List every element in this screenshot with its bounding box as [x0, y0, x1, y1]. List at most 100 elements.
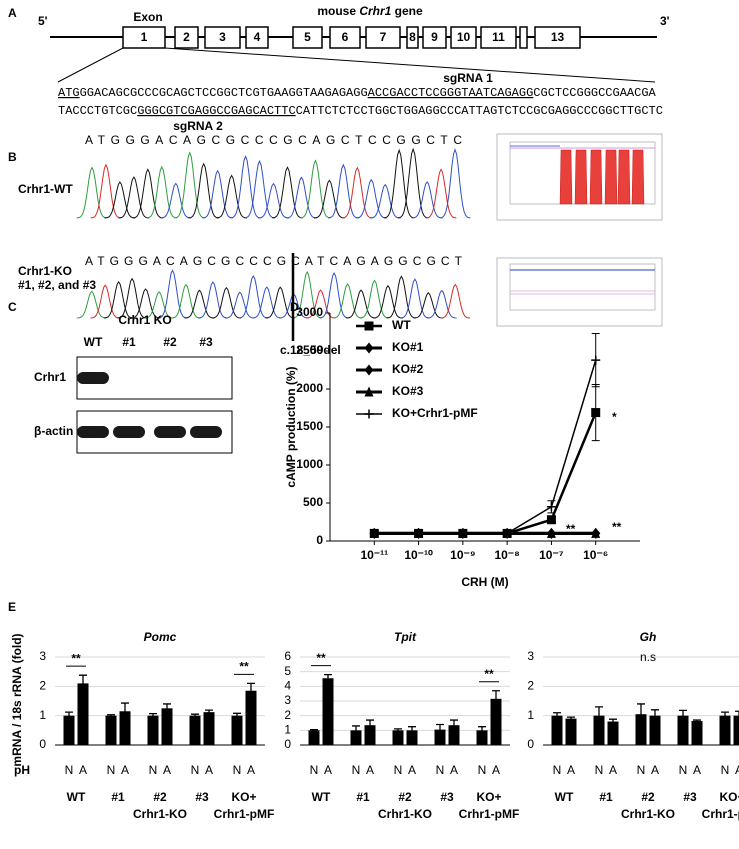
series-label: N — [107, 763, 116, 777]
legend-label: WT — [392, 318, 411, 332]
chromatogram-peak — [258, 182, 289, 219]
chromatogram-peak — [174, 151, 206, 219]
tmhmm-helix — [559, 149, 573, 205]
bar — [719, 715, 731, 745]
lane-label: #3 — [199, 335, 213, 349]
exon — [422, 26, 447, 49]
bar — [551, 715, 563, 745]
panel-label: A — [8, 6, 17, 20]
error-bar — [121, 702, 129, 721]
x-tick-label: #3 — [683, 790, 697, 804]
chromatogram-peak — [439, 148, 471, 219]
exon-number: 2 — [183, 30, 190, 44]
x-tick-label: #1 — [356, 790, 370, 804]
panel-label: E — [8, 600, 16, 614]
exon — [450, 26, 477, 49]
error-bar — [735, 710, 739, 721]
exon — [480, 26, 517, 49]
zoom-line — [57, 47, 124, 83]
error-bar — [721, 711, 729, 720]
x-tick-label: WT — [312, 790, 331, 804]
x-tick-label: 10⁻⁷ — [539, 548, 564, 562]
x-tick-label: #1 — [111, 790, 125, 804]
sequence-part: ACCGACCTCCGGGTAATCAGAGG — [368, 86, 534, 100]
bar — [119, 711, 131, 745]
y-tick-label: 3000 — [296, 305, 323, 319]
significance: ** — [484, 667, 494, 681]
sequence: TACCCTGTCGCGGGCGTCGAGGCCGAGCACTTCCATTCTC… — [58, 104, 663, 118]
error-bar — [233, 712, 241, 719]
y-tick-label: 1 — [39, 708, 46, 722]
error-bar — [107, 714, 115, 718]
chromatogram-peak — [76, 290, 107, 319]
chromatogram-peak — [103, 280, 134, 319]
series-label: A — [735, 763, 739, 777]
y-tick-label: 500 — [303, 495, 323, 509]
chromatogram-peak — [341, 166, 373, 219]
marker — [546, 502, 556, 512]
marker — [591, 527, 601, 538]
bar — [448, 725, 460, 745]
exon — [245, 26, 269, 49]
bar — [77, 683, 89, 745]
y-tick-label: 5 — [284, 664, 291, 678]
error-bar — [247, 682, 255, 699]
series-label: A — [609, 763, 617, 777]
x-axis-title: CRH (M) — [461, 575, 508, 589]
bar — [490, 698, 502, 745]
exon-number: 1 — [141, 30, 148, 44]
chromatogram-peak — [146, 165, 178, 219]
gene-title-part: gene — [391, 4, 423, 18]
chromatogram-peak — [397, 147, 429, 219]
series-label: A — [567, 763, 575, 777]
sgrna-label: sgRNA 2 — [173, 119, 223, 133]
chromatogram-peak — [160, 182, 192, 219]
x-tick-label: KO+ — [476, 790, 501, 804]
exon-number: 4 — [254, 30, 261, 44]
y-tick-label: 3 — [284, 693, 291, 707]
gene-title-part: mouse — [317, 4, 359, 18]
legend-label: KO#2 — [392, 362, 424, 376]
chromatogram-peak — [202, 169, 234, 219]
lane-label: #2 — [163, 335, 177, 349]
bar — [63, 715, 75, 745]
chromatogram-peak — [327, 163, 359, 219]
chromatogram-peak — [292, 270, 323, 319]
error-bar — [567, 716, 575, 721]
chromatogram-peak — [425, 168, 457, 219]
error-bar — [408, 726, 416, 735]
bar — [677, 715, 689, 745]
error-bar — [310, 728, 318, 732]
blot-band — [77, 426, 109, 438]
group-label: Crhr1-pMF — [702, 807, 739, 821]
exon-number: 11 — [492, 30, 505, 44]
chromatogram-peak — [132, 168, 164, 219]
gene-title-part: Crhr1 — [359, 4, 391, 18]
chromatogram-peak — [184, 289, 215, 319]
group-label: Crhr1-KO — [378, 807, 432, 821]
chromatogram-peak — [386, 275, 417, 319]
blot-band — [113, 426, 145, 438]
bar — [350, 730, 362, 745]
deletion-label: c.18_59del — [280, 343, 341, 357]
tmhmm-helix — [631, 149, 645, 205]
group-label: Crhr1-pMF — [214, 807, 275, 821]
error-bar — [436, 723, 444, 736]
y-tick-label: 4 — [284, 679, 291, 693]
chromatogram-peak — [188, 162, 220, 219]
bar — [231, 715, 243, 745]
x-tick-label: #2 — [153, 790, 167, 804]
error-bar — [394, 728, 402, 733]
x-tick-label: #3 — [195, 790, 209, 804]
series-label: A — [693, 763, 701, 777]
base-calls: ATGGGACAGCGCCCGCATCAGAGGCGCT — [85, 254, 463, 268]
marker — [591, 408, 601, 418]
error-bar — [324, 673, 332, 683]
error-bar — [163, 703, 171, 714]
panel-label: B — [8, 150, 17, 164]
y-tick-label: 0 — [39, 737, 46, 751]
exon-number: 6 — [342, 30, 349, 44]
panel-label: D — [290, 300, 299, 314]
series-label: N — [394, 763, 403, 777]
series-label: A — [121, 763, 129, 777]
